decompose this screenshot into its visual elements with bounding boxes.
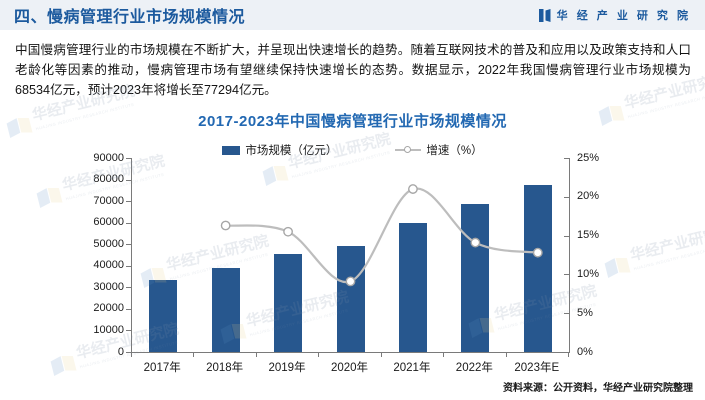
brand-logo-icon: [538, 8, 551, 22]
y-axis-left-tick: [126, 179, 131, 181]
source-note: 资料来源：公开资料，华经产业研究院整理: [503, 383, 693, 394]
y-axis-right-tick: [564, 158, 569, 159]
x-axis-label: 2021年: [393, 362, 431, 374]
y-axis-left-tick: [126, 308, 131, 310]
bar-2019年: [274, 254, 303, 352]
y-axis-left-tick: [126, 222, 131, 224]
intro-paragraph: 中国慢病管理行业的市场规模在不断扩大，并呈现出快速增长的趋势。随着互联网技术的普…: [15, 43, 691, 97]
growth-line: [225, 187, 538, 284]
y-axis-left-label: 60000: [93, 216, 124, 229]
x-axis-label: 2020年: [330, 362, 369, 374]
growth-line-layer: [220, 184, 543, 287]
x-axis-label: 2019年: [268, 362, 306, 374]
y-axis-right-label: 15%: [577, 229, 600, 242]
watermark-diamond-yellow: [615, 257, 631, 273]
bar-2023年E: [523, 185, 552, 352]
x-axis-label: 2017年: [143, 362, 181, 374]
y-axis-left-tick: [126, 244, 131, 246]
y-axis-right-tick: [564, 196, 569, 198]
bar-series-swatch: [222, 145, 241, 155]
plot-area: [131, 158, 570, 353]
x-axis-label: 2023年E: [514, 362, 560, 374]
y-axis-left-tick: [126, 201, 131, 203]
y-axis-left-tick: [126, 352, 131, 353]
brand-logo-text: 华 经 产 业 研 究 院: [556, 10, 691, 22]
legend-label-market-size: 市场规模（亿元）: [245, 145, 338, 157]
brand-logo: 华 经 产 业 研 究 院: [538, 7, 691, 23]
x-axis-label: 2022年: [455, 362, 493, 374]
chart-legend: 市场规模（亿元） 增速（%）: [0, 142, 705, 158]
bar-2022年: [461, 204, 490, 352]
watermark-subtext: HUAJING INDUSTRY RESEARCH INSTITUTE: [633, 242, 705, 272]
section-title: 四、慢病管理行业市场规模情况: [14, 9, 246, 26]
chart-area: 0 10000 20000 30000 40000 50000 60000 70000 8000…: [93, 152, 599, 375]
y-axis-left-label: 20000: [93, 302, 124, 315]
growth-marker: [220, 220, 231, 231]
growth-marker: [470, 237, 481, 248]
growth-marker: [283, 226, 293, 237]
bar-2017年: [149, 280, 178, 352]
x-axis-tick: [131, 353, 132, 357]
watermark-diamond-yellow: [61, 355, 77, 371]
y-axis-left-label: 50000: [93, 237, 124, 250]
watermark-diamond-yellow: [47, 187, 63, 203]
header-bar: 四、慢病管理行业市场规模情况 华 经 产 业 研 究 院: [0, 0, 705, 30]
x-axis-tick: [568, 353, 569, 357]
y-axis-right-label: 20%: [577, 190, 600, 203]
legend-item-growth: 增速（%）: [395, 142, 483, 158]
bar-2021年: [398, 222, 427, 352]
bar-2020年: [336, 246, 365, 352]
y-axis-right-label: 5%: [577, 306, 593, 319]
y-axis-right-label: 10%: [577, 267, 600, 280]
y-axis-left-label: 70000: [93, 194, 124, 207]
growth-marker: [345, 276, 356, 287]
y-axis-left-tick: [126, 158, 131, 159]
chart-title: 2017-2023年中国慢病管理行业市场规模情况: [198, 113, 507, 130]
legend-label-growth: 增速（%）: [426, 145, 483, 157]
legend-item-market-size: 市场规模（亿元）: [222, 142, 337, 158]
y-axis-right-tick: [564, 274, 569, 276]
line-series-swatch: [395, 145, 422, 153]
x-axis-tick: [505, 353, 507, 357]
x-axis-tick: [255, 353, 257, 357]
y-axis-left-tick: [126, 330, 131, 332]
x-axis-tick: [443, 353, 445, 357]
growth-marker: [408, 184, 418, 194]
watermark-diamond-blue: [604, 257, 619, 278]
y-axis-right-tick: [564, 313, 569, 315]
y-axis-right-label: 25%: [577, 151, 600, 164]
y-axis-right-tick: [564, 235, 569, 237]
y-axis-left-label: 80000: [93, 173, 124, 186]
y-axis-left-label: 40000: [93, 259, 124, 272]
y-axis-left-label: 0: [117, 345, 124, 358]
x-axis-tick: [193, 353, 195, 357]
bar-2018年: [211, 267, 240, 352]
x-axis-tick: [318, 353, 320, 357]
y-axis-left-label: 10000: [93, 323, 124, 336]
watermark-diamond-blue: [36, 187, 51, 208]
y-axis-right-label: 0%: [577, 345, 593, 358]
y-axis-right-tick: [564, 352, 569, 353]
growth-marker: [532, 247, 543, 258]
y-axis-left-tick: [126, 287, 131, 289]
x-axis-tick: [380, 353, 382, 357]
y-axis-left-label: 90000: [93, 151, 124, 164]
line-marker-swatch: [404, 145, 412, 153]
y-axis-left-tick: [126, 265, 131, 267]
y-axis-left-label: 30000: [93, 280, 124, 293]
x-axis-label: 2018年: [206, 362, 244, 374]
watermark-diamond-blue: [50, 355, 65, 376]
